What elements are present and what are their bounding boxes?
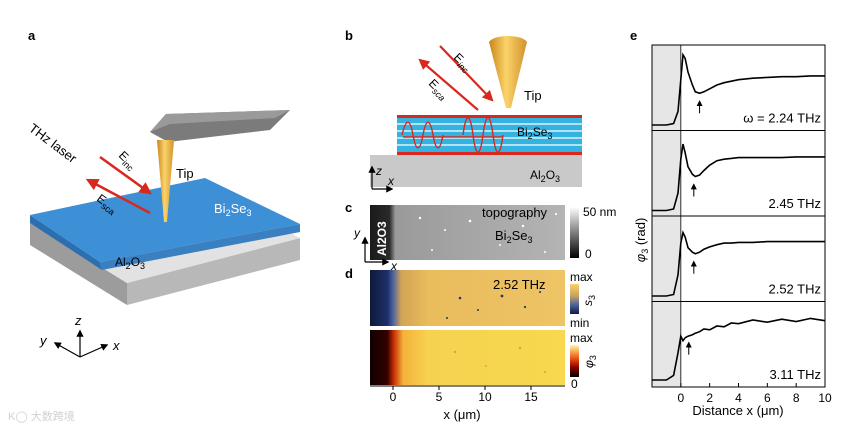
film-label: Bi2Se3 xyxy=(214,201,252,218)
e-xtick-label: 4 xyxy=(735,391,742,405)
b-e-inc-arrow xyxy=(439,45,494,102)
axis-y-a: y xyxy=(39,333,48,348)
phi-map xyxy=(370,330,565,385)
b-e-sca-label: Esca xyxy=(424,76,451,103)
topo-cbar-min: 0 xyxy=(585,247,592,261)
e-trace xyxy=(652,52,825,126)
d-x-ticks xyxy=(392,386,532,390)
axes-icon-b xyxy=(368,165,394,193)
b-film-layers xyxy=(397,123,582,146)
axes-icon-c xyxy=(361,236,390,266)
e-trace-label: 2.52 THz xyxy=(768,282,821,297)
b-wave xyxy=(401,117,504,153)
topography-specks xyxy=(418,212,558,253)
s3-colorbar xyxy=(570,284,579,314)
panel-d: d 2.52 THz max min s3 max 0 φ3 0 5 10 15… xyxy=(345,266,598,422)
phi-colorbar xyxy=(570,345,579,377)
b-film-bottom xyxy=(397,152,582,155)
topo-cbar-max: 50 nm xyxy=(583,205,616,219)
b-substrate xyxy=(370,155,582,187)
c-film-label: Bi2Se3 xyxy=(495,228,533,245)
s3-map xyxy=(370,270,565,326)
e-trace-label: 3.11 THz xyxy=(769,367,821,382)
phi-specks xyxy=(453,346,546,373)
panel-a: a THz laser Einc Esca Tip Bi2Se3 Al2O3 z… xyxy=(26,28,300,358)
topography-map xyxy=(370,205,565,260)
e-xtick-label: 2 xyxy=(706,391,713,405)
e-trace-label: ω = 2.24 THz xyxy=(743,111,821,126)
panel-d-label: d xyxy=(345,266,353,281)
e-xtick-label: 10 xyxy=(818,391,832,405)
tip-label: Tip xyxy=(176,166,194,181)
panel-e-label: e xyxy=(630,28,637,43)
b-tip xyxy=(489,36,527,108)
axis-x-b: x xyxy=(387,174,395,188)
e-sca-arrow xyxy=(85,178,151,215)
b-film-top xyxy=(397,115,582,118)
panel-e: e φ3 (rad) ω = 2.24 THz 2.45 THz 2.52 THz 3… xyxy=(630,28,832,418)
s3-cbar-min: min xyxy=(570,316,589,330)
substrate-side-right xyxy=(127,238,300,305)
film-side-right xyxy=(100,224,300,270)
phi-cbar-label: φ3 xyxy=(582,355,598,368)
b-e-sca-arrow xyxy=(418,58,479,111)
b-tip-label: Tip xyxy=(524,88,542,103)
e-inc-arrow xyxy=(99,155,153,195)
panel-a-label: a xyxy=(28,28,36,43)
axes-icon-a xyxy=(53,329,109,358)
s3-specks xyxy=(446,291,541,319)
e-shade xyxy=(652,130,681,216)
d-xtick-1: 5 xyxy=(436,390,443,404)
s3-cbar-max: max xyxy=(570,270,593,284)
film-side-left xyxy=(30,215,102,270)
axis-x-a: x xyxy=(112,338,120,353)
b-film xyxy=(397,115,582,155)
cantilever-top xyxy=(150,110,290,132)
phi-cbar-min: 0 xyxy=(571,377,578,391)
phi-cbar-max: max xyxy=(570,331,593,345)
c-title: topography xyxy=(482,205,548,220)
panel-c-label: c xyxy=(345,200,352,215)
topo-colorbar xyxy=(570,207,579,258)
e-trace xyxy=(652,230,825,297)
s3-cbar-label: s3 xyxy=(581,295,597,306)
e-plots: ω = 2.24 THz 2.45 THz 2.52 THz 3.11 THz 0 2 4 6… xyxy=(651,44,832,405)
axis-z-b: z xyxy=(375,164,382,178)
e-xtick-label: 6 xyxy=(764,391,771,405)
panel-b: b Einc Esca Tip Bi2Se3 Al2O3 z x xyxy=(345,28,582,193)
tip-cone xyxy=(157,140,174,222)
d-freq-label: 2.52 THz xyxy=(493,277,546,292)
axis-y-c: y xyxy=(353,226,361,240)
b-film-label: Bi2Se3 xyxy=(517,125,552,141)
e-trace xyxy=(652,143,825,212)
d-xtick-0: 0 xyxy=(390,390,397,404)
b-substrate-label: Al2O3 xyxy=(530,168,560,184)
e-xtick-label: 0 xyxy=(677,391,684,405)
substrate-label: Al2O3 xyxy=(115,255,145,271)
axis-x-c: x xyxy=(390,259,398,273)
e-shade xyxy=(652,301,681,387)
d-xlabel: x (μm) xyxy=(443,407,480,422)
panel-b-label: b xyxy=(345,28,353,43)
e-ylabel: φ3 (rad) xyxy=(633,218,650,263)
watermark: K◯ 大数跨境 xyxy=(8,409,75,423)
e-trace xyxy=(652,317,826,381)
axis-z-a: z xyxy=(74,313,82,328)
d-xtick-3: 15 xyxy=(524,390,538,404)
e-trace-label: 2.45 THz xyxy=(768,196,821,211)
thz-laser-label: THz laser xyxy=(26,120,80,166)
c-substrate-label: Al2O3 xyxy=(375,221,389,256)
panel-c: c Al2O3 topography Bi2Se3 50 nm 0 y x xyxy=(345,200,616,273)
e-shade xyxy=(652,216,681,302)
d-xtick-2: 10 xyxy=(478,390,492,404)
e-xtick-label: 8 xyxy=(793,391,800,405)
e-xlabel: Distance x (μm) xyxy=(692,403,783,418)
substrate-side-left xyxy=(30,223,127,305)
b-e-inc-label: Einc xyxy=(449,50,474,75)
